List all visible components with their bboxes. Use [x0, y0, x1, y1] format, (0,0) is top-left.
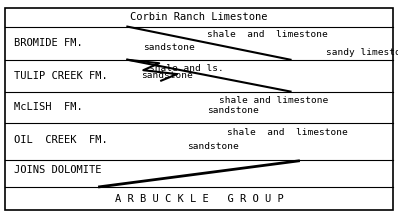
- Text: sandstone: sandstone: [143, 43, 195, 52]
- Text: A R B U C K L E   G R O U P: A R B U C K L E G R O U P: [115, 194, 283, 204]
- Text: McLISH  FM.: McLISH FM.: [14, 102, 83, 112]
- Text: sandy limestone: sandy limestone: [326, 48, 398, 57]
- Text: OIL  CREEK  FM.: OIL CREEK FM.: [14, 135, 108, 145]
- Text: sandstone: sandstone: [187, 143, 239, 152]
- Text: JOINS DOLOMITE: JOINS DOLOMITE: [14, 165, 101, 175]
- Text: sandstone: sandstone: [207, 106, 259, 115]
- Text: shale and limestone: shale and limestone: [219, 96, 328, 105]
- Text: shale  and  limestone: shale and limestone: [207, 30, 328, 39]
- Text: sandstone: sandstone: [141, 71, 193, 80]
- Text: TULIP CREEK FM.: TULIP CREEK FM.: [14, 71, 108, 81]
- Text: Corbin Ranch Limestone: Corbin Ranch Limestone: [130, 12, 268, 22]
- Text: shale  and  limestone: shale and limestone: [227, 128, 347, 138]
- Text: shale and ls.: shale and ls.: [149, 63, 224, 73]
- Text: BROMIDE FM.: BROMIDE FM.: [14, 38, 83, 48]
